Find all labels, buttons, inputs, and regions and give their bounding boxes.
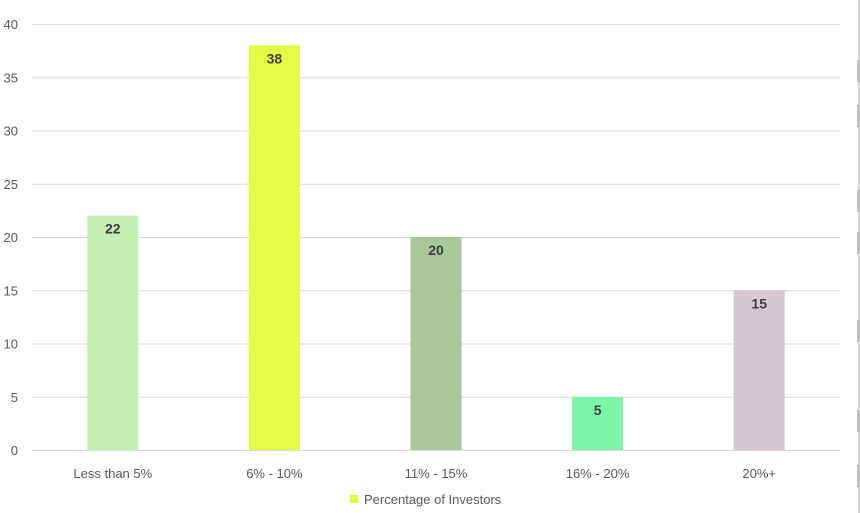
y-tick-label: 20 — [4, 230, 18, 245]
window-edge-tick — [857, 190, 860, 212]
x-axis: Less than 5% 6% - 10% 11% - 15% 16% - 20% 20… — [73, 466, 776, 481]
bar — [248, 45, 300, 451]
y-tick-label: 25 — [4, 177, 18, 192]
bar-data-label: 5 — [594, 402, 602, 418]
y-tick-label: 35 — [4, 70, 18, 85]
bars — [87, 45, 785, 451]
bar — [733, 290, 785, 450]
x-tick-label: 20%+ — [742, 466, 776, 481]
y-tick-label: 15 — [4, 283, 18, 298]
bar-data-label: 15 — [751, 295, 767, 311]
window-edge — [858, 0, 860, 513]
x-tick-label: 16% - 20% — [566, 466, 630, 481]
legend: Percentage of Investors — [350, 492, 502, 507]
y-axis: 0 5 10 15 20 25 30 35 40 — [4, 17, 18, 458]
y-tick-label: 10 — [4, 337, 18, 352]
x-tick-label: 6% - 10% — [246, 466, 303, 481]
window-edge-tick — [857, 465, 860, 487]
window-edge-tick — [857, 320, 860, 342]
y-tick-label: 5 — [11, 390, 18, 405]
window-edge-tick — [857, 105, 860, 127]
y-tick-label: 0 — [11, 443, 18, 458]
bar-data-label: 38 — [267, 50, 283, 66]
y-tick-label: 40 — [4, 17, 18, 32]
bar — [410, 237, 462, 450]
bar — [572, 396, 624, 450]
legend-label: Percentage of Investors — [364, 492, 502, 507]
y-tick-label: 30 — [4, 124, 18, 139]
bar — [87, 215, 139, 450]
x-tick-label: Less than 5% — [73, 466, 152, 481]
x-tick-label: 11% - 15% — [405, 466, 468, 481]
window-edge-tick — [857, 410, 860, 432]
window-edge-tick — [857, 232, 860, 254]
window-edge-tick — [857, 60, 860, 82]
legend-swatch — [350, 495, 358, 503]
bar-data-label: 22 — [105, 221, 121, 237]
data-labels: 22 38 20 5 15 — [105, 50, 767, 417]
bar-data-label: 20 — [428, 242, 444, 258]
